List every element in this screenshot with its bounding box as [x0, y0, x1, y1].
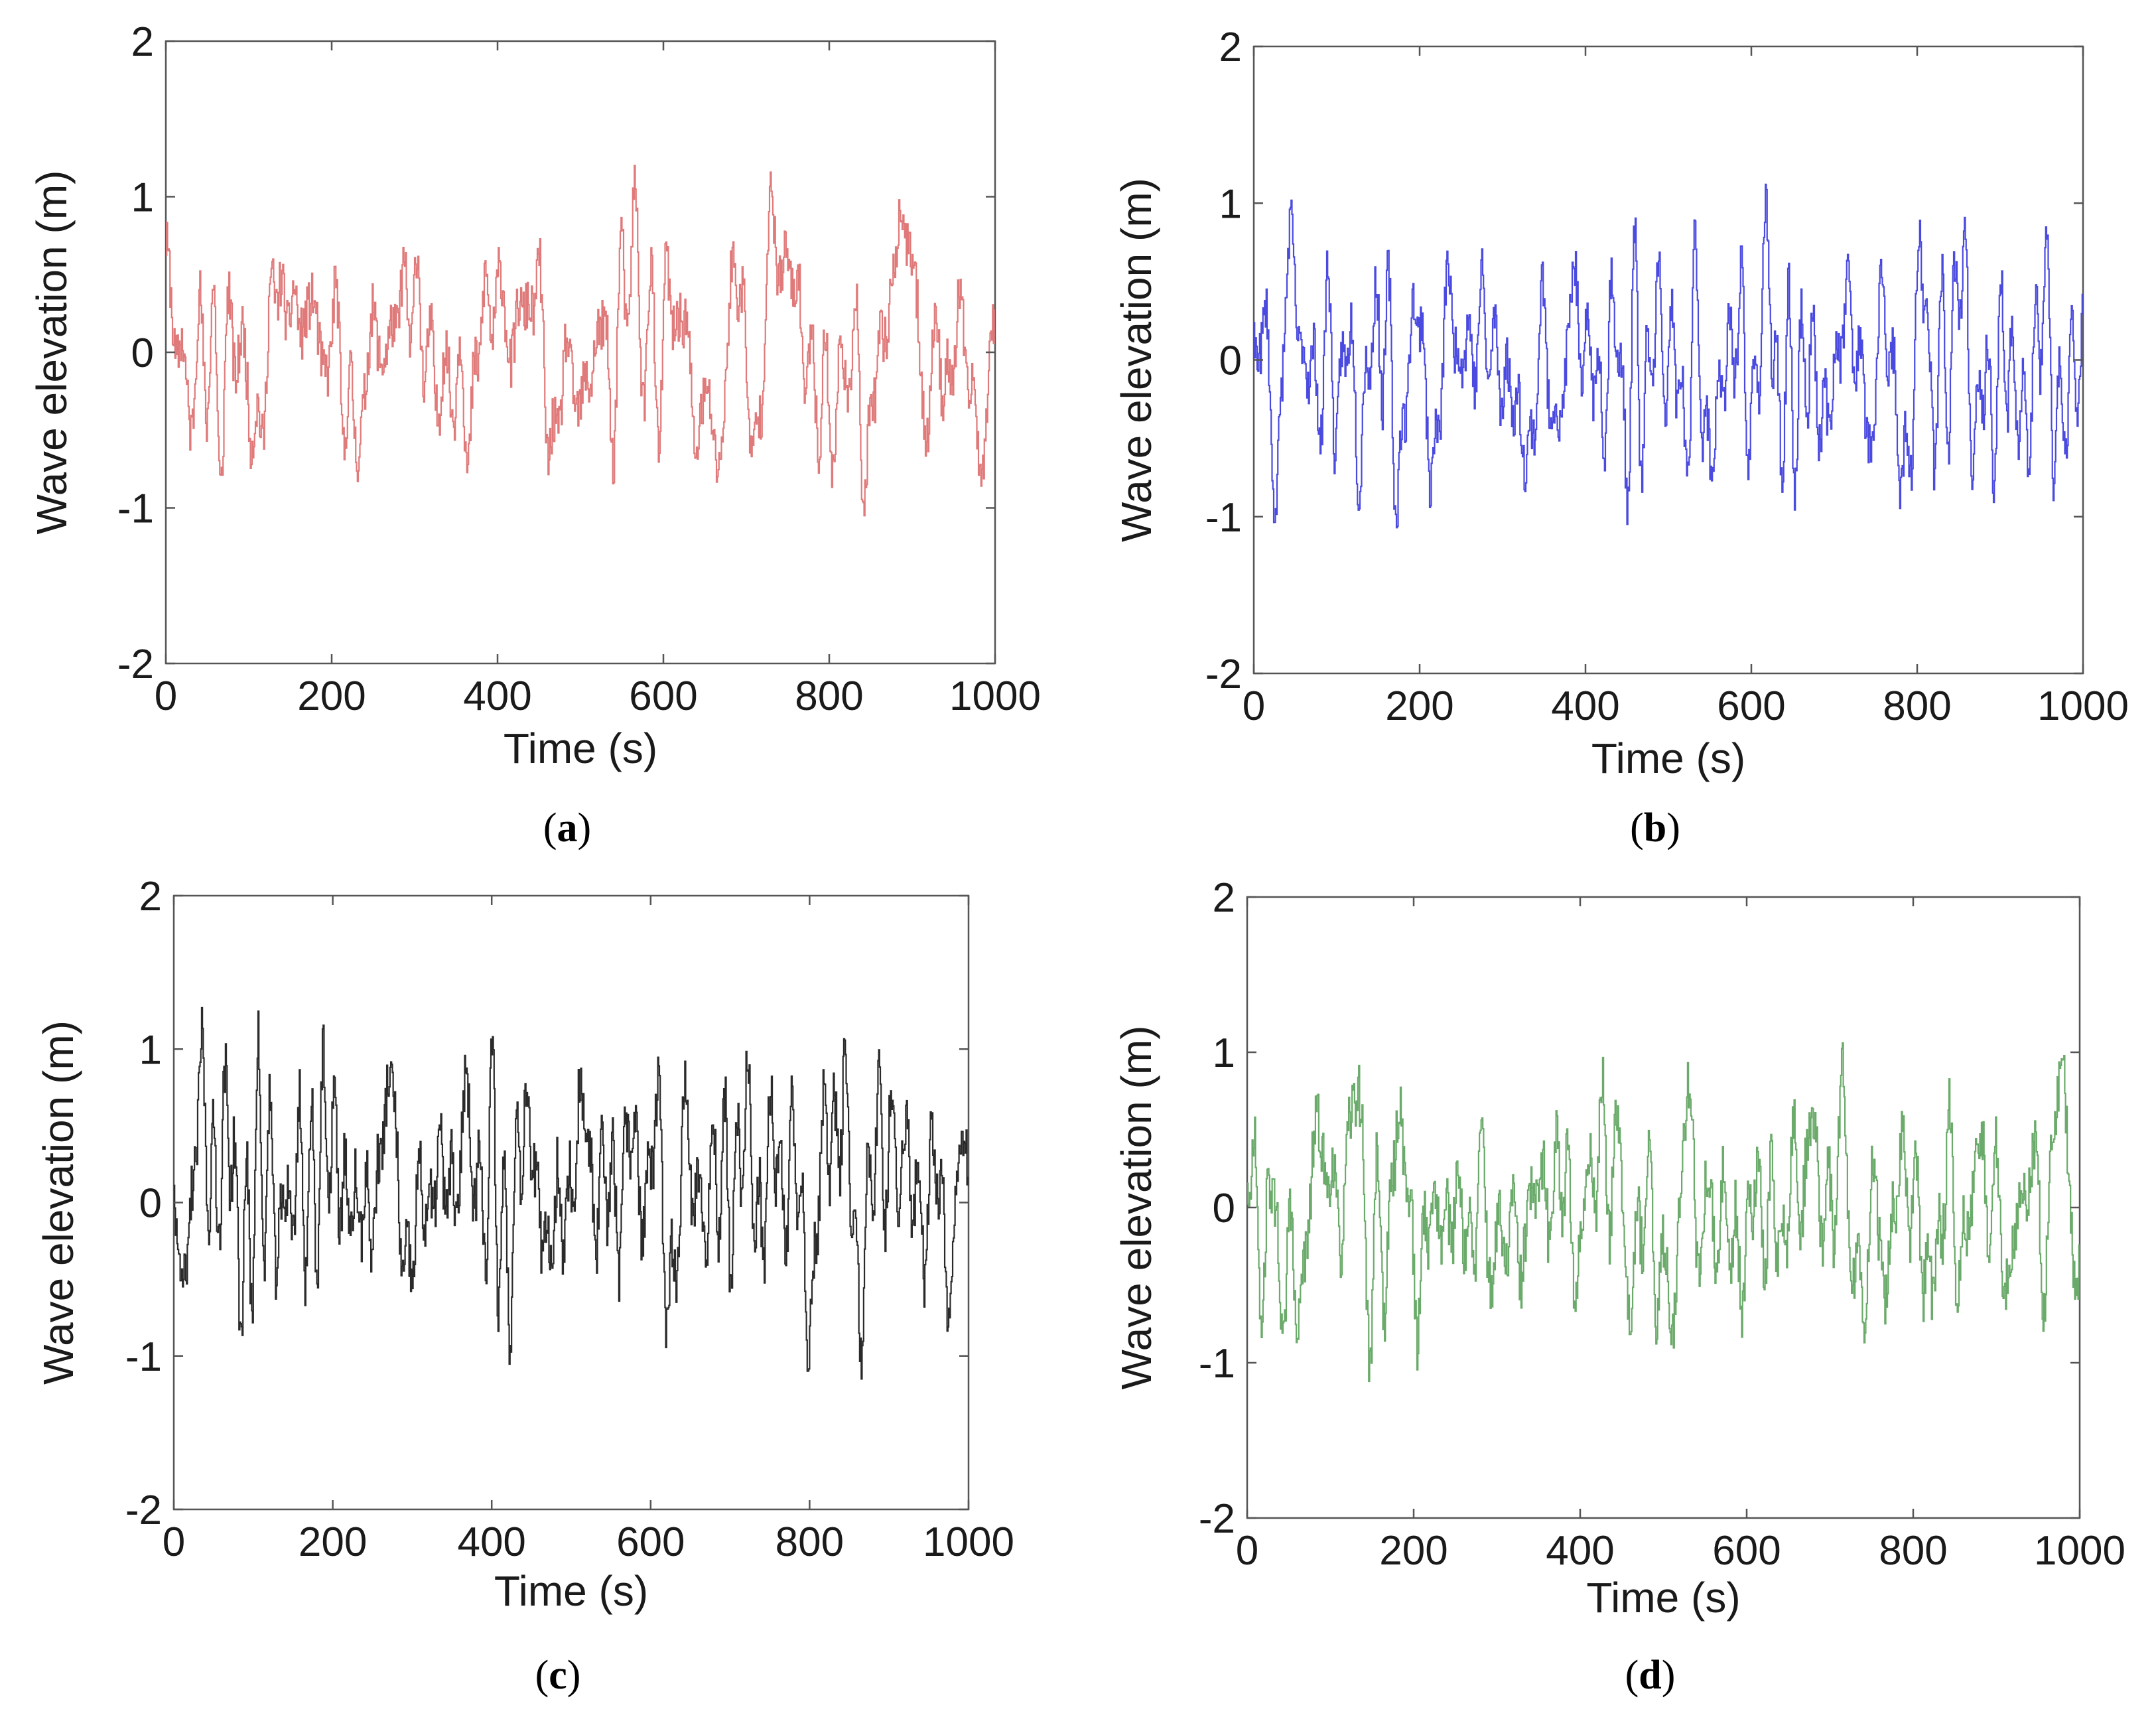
y-tick-label-d: 1 — [1213, 1030, 1235, 1076]
x-tick-label-c: 800 — [775, 1519, 844, 1565]
y-tick-label-c: -1 — [125, 1334, 162, 1380]
y-axis-title-d: Wave elevation (m) — [1112, 1026, 1160, 1390]
x-tick-label-c: 0 — [163, 1519, 185, 1565]
y-axis-title-a: Wave elevation (m) — [28, 171, 76, 535]
chart-panel-d: 0 200 400 600 800 1000 -2 -1 0 1 2 Time (s) Wave ele… — [1112, 875, 2125, 1698]
y-tick-label-c: -2 — [125, 1487, 162, 1533]
y-tick-label-d: 0 — [1213, 1186, 1235, 1231]
x-tick-label-c: 400 — [457, 1519, 525, 1565]
series-line-d — [1247, 1042, 2080, 1383]
panel-caption-d: (d) — [1625, 1653, 1676, 1698]
caption-close-paren: ) — [578, 805, 592, 851]
x-axis-title-a: Time (s) — [504, 725, 657, 772]
x-tick-label-d: 800 — [1879, 1528, 1947, 1574]
caption-letter: d — [1639, 1653, 1661, 1698]
x-tick-label-c: 600 — [616, 1519, 685, 1565]
x-tick-label-a: 400 — [463, 673, 531, 719]
y-tick-label-b: 1 — [1219, 181, 1242, 227]
series-line-c — [174, 1006, 969, 1380]
y-tick-label-a: 0 — [131, 330, 154, 376]
x-tick-label-c: 1000 — [923, 1519, 1014, 1565]
caption-letter: a — [557, 805, 578, 851]
panel-caption-b: (b) — [1630, 805, 1680, 851]
y-tick-label-b: 0 — [1219, 338, 1242, 384]
x-tick-label-b: 600 — [1717, 683, 1785, 729]
x-tick-label-b: 400 — [1551, 683, 1619, 729]
x-tick-label-d: 0 — [1236, 1528, 1258, 1574]
panel-caption-c: (c) — [535, 1653, 581, 1698]
caption-letter: c — [549, 1653, 567, 1698]
y-tick-label-b: -2 — [1205, 652, 1242, 697]
x-tick-label-d: 400 — [1546, 1528, 1614, 1574]
y-axis-title-c: Wave elevation (m) — [34, 1020, 82, 1385]
y-tick-label-c: 0 — [139, 1181, 162, 1227]
caption-close-paren: ) — [567, 1653, 581, 1698]
x-tick-label-b: 1000 — [2037, 683, 2129, 729]
caption-open-paren: ( — [535, 1653, 549, 1698]
x-tick-label-a: 1000 — [949, 673, 1041, 719]
x-tick-label-d: 200 — [1379, 1528, 1448, 1574]
chart-panel-b: 0 200 400 600 800 1000 -2 -1 0 1 2 Time (s) Wave ele… — [1112, 25, 2129, 851]
x-tick-label-a: 800 — [795, 673, 863, 719]
x-tick-label-d: 1000 — [2034, 1528, 2125, 1574]
chart-panel-c: 0 200 400 600 800 1000 -2 -1 0 1 2 Time (s) Wave ele… — [34, 874, 1014, 1698]
series-line-a — [166, 165, 995, 517]
x-tick-label-a: 200 — [297, 673, 366, 719]
caption-letter: b — [1644, 805, 1666, 851]
x-tick-label-b: 800 — [1883, 683, 1951, 729]
caption-close-paren: ) — [1666, 805, 1680, 851]
panel-caption-a: (a) — [543, 805, 591, 851]
caption-open-paren: ( — [1625, 1653, 1639, 1698]
y-tick-label-b: -1 — [1205, 495, 1242, 541]
x-tick-label-b: 0 — [1243, 683, 1265, 729]
y-tick-label-a: -2 — [117, 642, 154, 687]
caption-open-paren: ( — [543, 805, 557, 851]
y-tick-label-b: 2 — [1219, 25, 1242, 70]
y-tick-label-a: 1 — [131, 175, 154, 221]
y-tick-label-a: 2 — [131, 19, 154, 65]
plot-frame-a — [165, 40, 996, 665]
x-axis-title-d: Time (s) — [1586, 1574, 1740, 1622]
x-axis-title-b: Time (s) — [1591, 734, 1745, 782]
x-tick-label-b: 200 — [1385, 683, 1453, 729]
plot-frame-d — [1246, 896, 2081, 1519]
x-axis-title-c: Time (s) — [494, 1567, 648, 1615]
chart-panel-a: 0 200 400 600 800 1000 -2 -1 0 1 2 Time (s) Wave ele… — [28, 19, 1041, 851]
series-line-b — [1254, 183, 2083, 529]
y-tick-label-c: 2 — [139, 874, 162, 920]
y-tick-label-a: -1 — [117, 486, 154, 532]
y-tick-label-d: 2 — [1213, 875, 1235, 921]
y-tick-label-d: -1 — [1199, 1341, 1235, 1387]
y-tick-label-c: 1 — [139, 1027, 162, 1073]
x-tick-label-a: 600 — [629, 673, 697, 719]
x-tick-label-a: 0 — [155, 673, 177, 719]
y-axis-title-b: Wave elevation (m) — [1112, 178, 1160, 542]
y-tick-label-d: -2 — [1199, 1496, 1235, 1542]
x-tick-label-d: 600 — [1712, 1528, 1781, 1574]
caption-close-paren: ) — [1662, 1653, 1676, 1698]
caption-open-paren: ( — [1630, 805, 1644, 851]
x-tick-label-c: 200 — [299, 1519, 367, 1565]
